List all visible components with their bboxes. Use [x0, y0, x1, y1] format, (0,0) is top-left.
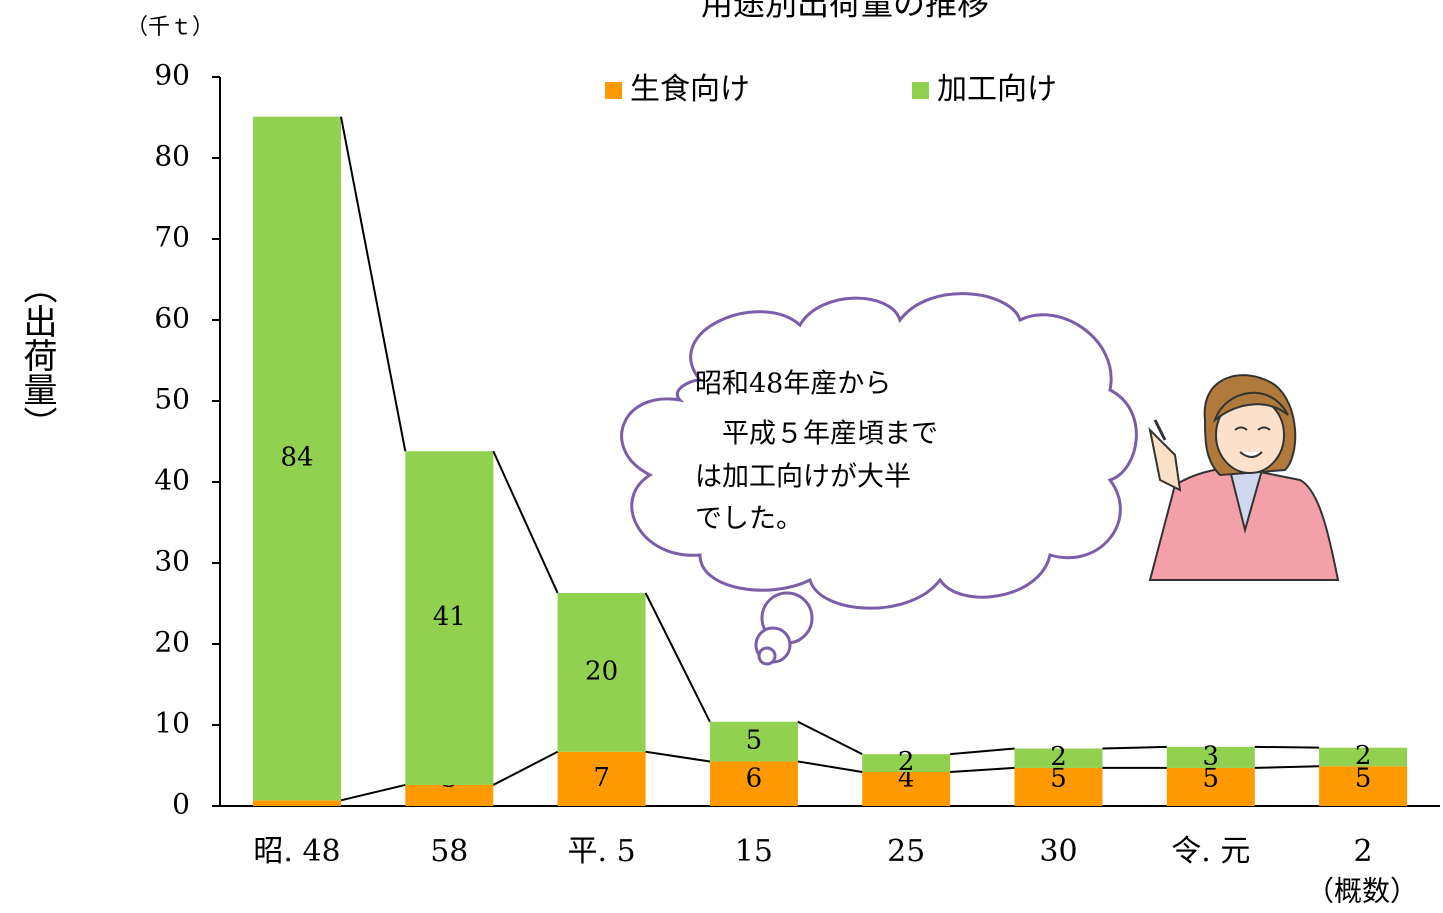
- value-label: 5: [1050, 763, 1067, 793]
- bar-segment: [862, 771, 951, 806]
- bar-segment: [405, 451, 494, 785]
- bar-segment: [1319, 747, 1408, 767]
- y-tick-label: 30: [154, 545, 190, 578]
- series-connector: [1254, 745, 1320, 749]
- callout-line: は加工向けが大半: [695, 462, 911, 493]
- bar-segment: [405, 784, 494, 806]
- series-connector: [645, 750, 711, 763]
- value-label: 41: [433, 602, 466, 632]
- value-label: 5: [1203, 763, 1220, 793]
- bar-segment: [557, 751, 646, 806]
- series-connector: [1254, 765, 1320, 769]
- series-connector: [950, 747, 1015, 756]
- value-label: 20: [585, 656, 618, 686]
- category-note: （概数）: [1306, 875, 1418, 908]
- x-tick-label: 30: [1039, 834, 1077, 869]
- thought-cloud: [620, 292, 1138, 666]
- value-label: 3: [1203, 741, 1220, 771]
- y-tick-label: 50: [154, 383, 190, 416]
- series-connector: [644, 592, 711, 723]
- y-tick-label: 90: [154, 59, 190, 92]
- bar-segment: [1014, 748, 1103, 768]
- series-connector: [950, 766, 1015, 773]
- series-connector: [492, 450, 559, 594]
- y-tick-label: 60: [154, 302, 190, 335]
- value-label: 5: [1355, 763, 1372, 793]
- bar-segment: [557, 592, 646, 752]
- y-tick-label: 20: [154, 626, 190, 659]
- series-connector: [797, 760, 863, 773]
- value-label: 84: [280, 443, 313, 473]
- bar-segment: [253, 800, 341, 806]
- y-tick-label: 0: [172, 788, 190, 821]
- value-label: 2: [1050, 742, 1067, 772]
- series-connector: [492, 750, 559, 786]
- x-tick-label: 2: [1354, 834, 1373, 869]
- callout-line: でした。: [695, 504, 803, 535]
- y-axis-label: （出荷量）: [17, 270, 57, 440]
- x-tick-label: 15: [735, 834, 773, 869]
- x-tick-label: 25: [887, 834, 925, 869]
- x-tick-label: 令. 元: [1171, 834, 1250, 869]
- series-connector: [340, 116, 407, 452]
- y-unit: （千ｔ）: [126, 15, 214, 40]
- y-tick-label: 40: [154, 464, 190, 497]
- legend-swatch: [912, 82, 929, 99]
- callout-line: 昭和48年産から: [695, 369, 891, 400]
- bar-segment: [709, 721, 798, 762]
- x-tick-label: 平. 5: [568, 834, 636, 869]
- series-connector: [1102, 745, 1167, 750]
- value-label: 2: [898, 747, 915, 777]
- legend-label: 生食向け: [630, 72, 750, 107]
- chart-title: 用途別出荷量の推移: [701, 0, 989, 23]
- cloud-body: [620, 292, 1138, 610]
- series-connector: [797, 720, 863, 756]
- bar-segment: [1166, 767, 1255, 806]
- y-tick-label: 10: [154, 707, 190, 740]
- y-tick-label: 70: [154, 221, 190, 254]
- value-label: 2: [1355, 741, 1372, 771]
- legend-label: 加工向け: [937, 72, 1057, 107]
- bar-segment: [253, 116, 341, 801]
- legend-swatch: [605, 82, 622, 99]
- value-label: 6: [746, 763, 763, 793]
- bar-segment: [1166, 746, 1255, 768]
- callout-line: 平成５年産頃まで: [695, 419, 938, 450]
- bar-segment: [1014, 767, 1103, 806]
- cloud-bubble: [757, 646, 777, 666]
- series-connector: [340, 783, 406, 802]
- y-tick-label: 80: [154, 140, 190, 173]
- bar-segment: [1319, 766, 1408, 806]
- bar-segment: [709, 761, 798, 806]
- x-tick-label: 58: [430, 834, 468, 869]
- value-label: 7: [593, 763, 610, 793]
- value-label: 5: [746, 726, 763, 756]
- illustration: [1148, 374, 1340, 581]
- bar-segment: [862, 754, 951, 772]
- x-tick-label: 昭. 48: [253, 834, 340, 869]
